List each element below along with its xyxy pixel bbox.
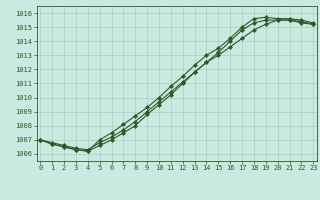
Text: Graphe pression niveau de la mer (hPa): Graphe pression niveau de la mer (hPa) [41,183,279,194]
